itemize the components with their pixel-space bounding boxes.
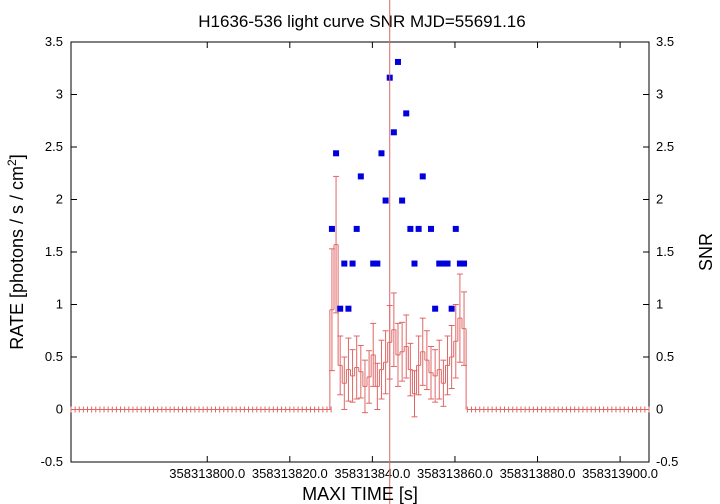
snr-point [415, 225, 422, 232]
snr-point [374, 260, 381, 267]
snr-point [440, 260, 447, 267]
snr-point [432, 305, 439, 312]
chart-title: H1636-536 light curve SNR MJD=55691.16 [198, 12, 525, 31]
plot-frame [70, 41, 650, 463]
snr-point [428, 225, 435, 232]
snr-point [461, 260, 468, 267]
snr-point [419, 173, 426, 180]
y-tick-label: 0.5 [45, 349, 63, 364]
snr-point [456, 260, 463, 267]
snr-point [378, 150, 385, 157]
x-tick-label: 358313860.0 [417, 466, 493, 481]
y-tick-labels: -0.5 0 0.5 1 1.5 2 2.5 3 3.5 [41, 34, 63, 469]
rate-series [70, 175, 650, 418]
y-tick-label: 1.5 [45, 244, 63, 259]
snr-point [382, 197, 389, 204]
y-axis-title: RATE [photons / s / cm2] [5, 154, 27, 349]
snr-series [328, 58, 468, 312]
snr-point [345, 305, 352, 312]
y-tick-label: 3 [56, 87, 63, 102]
x-tick-labels: 358313800.0 358313820.0 358313840.0 3583138… [169, 466, 658, 481]
snr-point [448, 305, 455, 312]
snr-point [333, 150, 340, 157]
y2-tick-labels: -0.5 0 0.5 1 1.5 2 2.5 3 3.5 [656, 34, 678, 469]
x-tick-label: 358313880.0 [500, 466, 576, 481]
y-tick-label: 2 [56, 192, 63, 207]
x-tick-label: 358313800.0 [169, 466, 245, 481]
y-axis-title-end: ] [7, 154, 27, 159]
snr-point [349, 260, 356, 267]
snr-point [370, 260, 377, 267]
y2-tick-label: 3.5 [656, 34, 674, 49]
snr-point [452, 225, 459, 232]
y2-tick-label: 2.5 [656, 139, 674, 154]
y-axis-title-main: RATE [photons / s / cm [7, 166, 27, 350]
snr-point [444, 260, 451, 267]
snr-point [411, 260, 418, 267]
x-axis-title: MAXI TIME [s] [302, 484, 418, 504]
y2-axis-title: SNR [696, 233, 716, 271]
x-tick-label: 358313840.0 [334, 466, 410, 481]
x-tick-label: 358313820.0 [252, 466, 328, 481]
y2-tick-label: 1.5 [656, 244, 674, 259]
y-axis-title-sup: 2 [5, 159, 19, 166]
y2-tick-label: 3 [656, 87, 663, 102]
axis-ticks [71, 41, 649, 463]
y-tick-label: -0.5 [41, 454, 63, 469]
y2-tick-label: 2 [656, 192, 663, 207]
y2-tick-label: -0.5 [656, 454, 678, 469]
snr-point [353, 225, 360, 232]
y-tick-label: 3.5 [45, 34, 63, 49]
y2-tick-label: 0 [656, 402, 663, 417]
snr-point [399, 197, 406, 204]
snr-point [390, 129, 397, 136]
snr-point [357, 173, 364, 180]
snr-point [337, 305, 344, 312]
snr-point [328, 225, 335, 232]
y-tick-label: 0 [56, 402, 63, 417]
y-tick-label: 2.5 [45, 139, 63, 154]
snr-point [341, 260, 348, 267]
y2-tick-label: 1 [656, 297, 663, 312]
y2-tick-label: 0.5 [656, 349, 674, 364]
snr-point [407, 225, 414, 232]
y-tick-label: 1 [56, 297, 63, 312]
x-tick-label: 358313900.0 [582, 466, 658, 481]
snr-point [436, 260, 443, 267]
snr-point [403, 110, 410, 117]
snr-point [394, 58, 401, 65]
